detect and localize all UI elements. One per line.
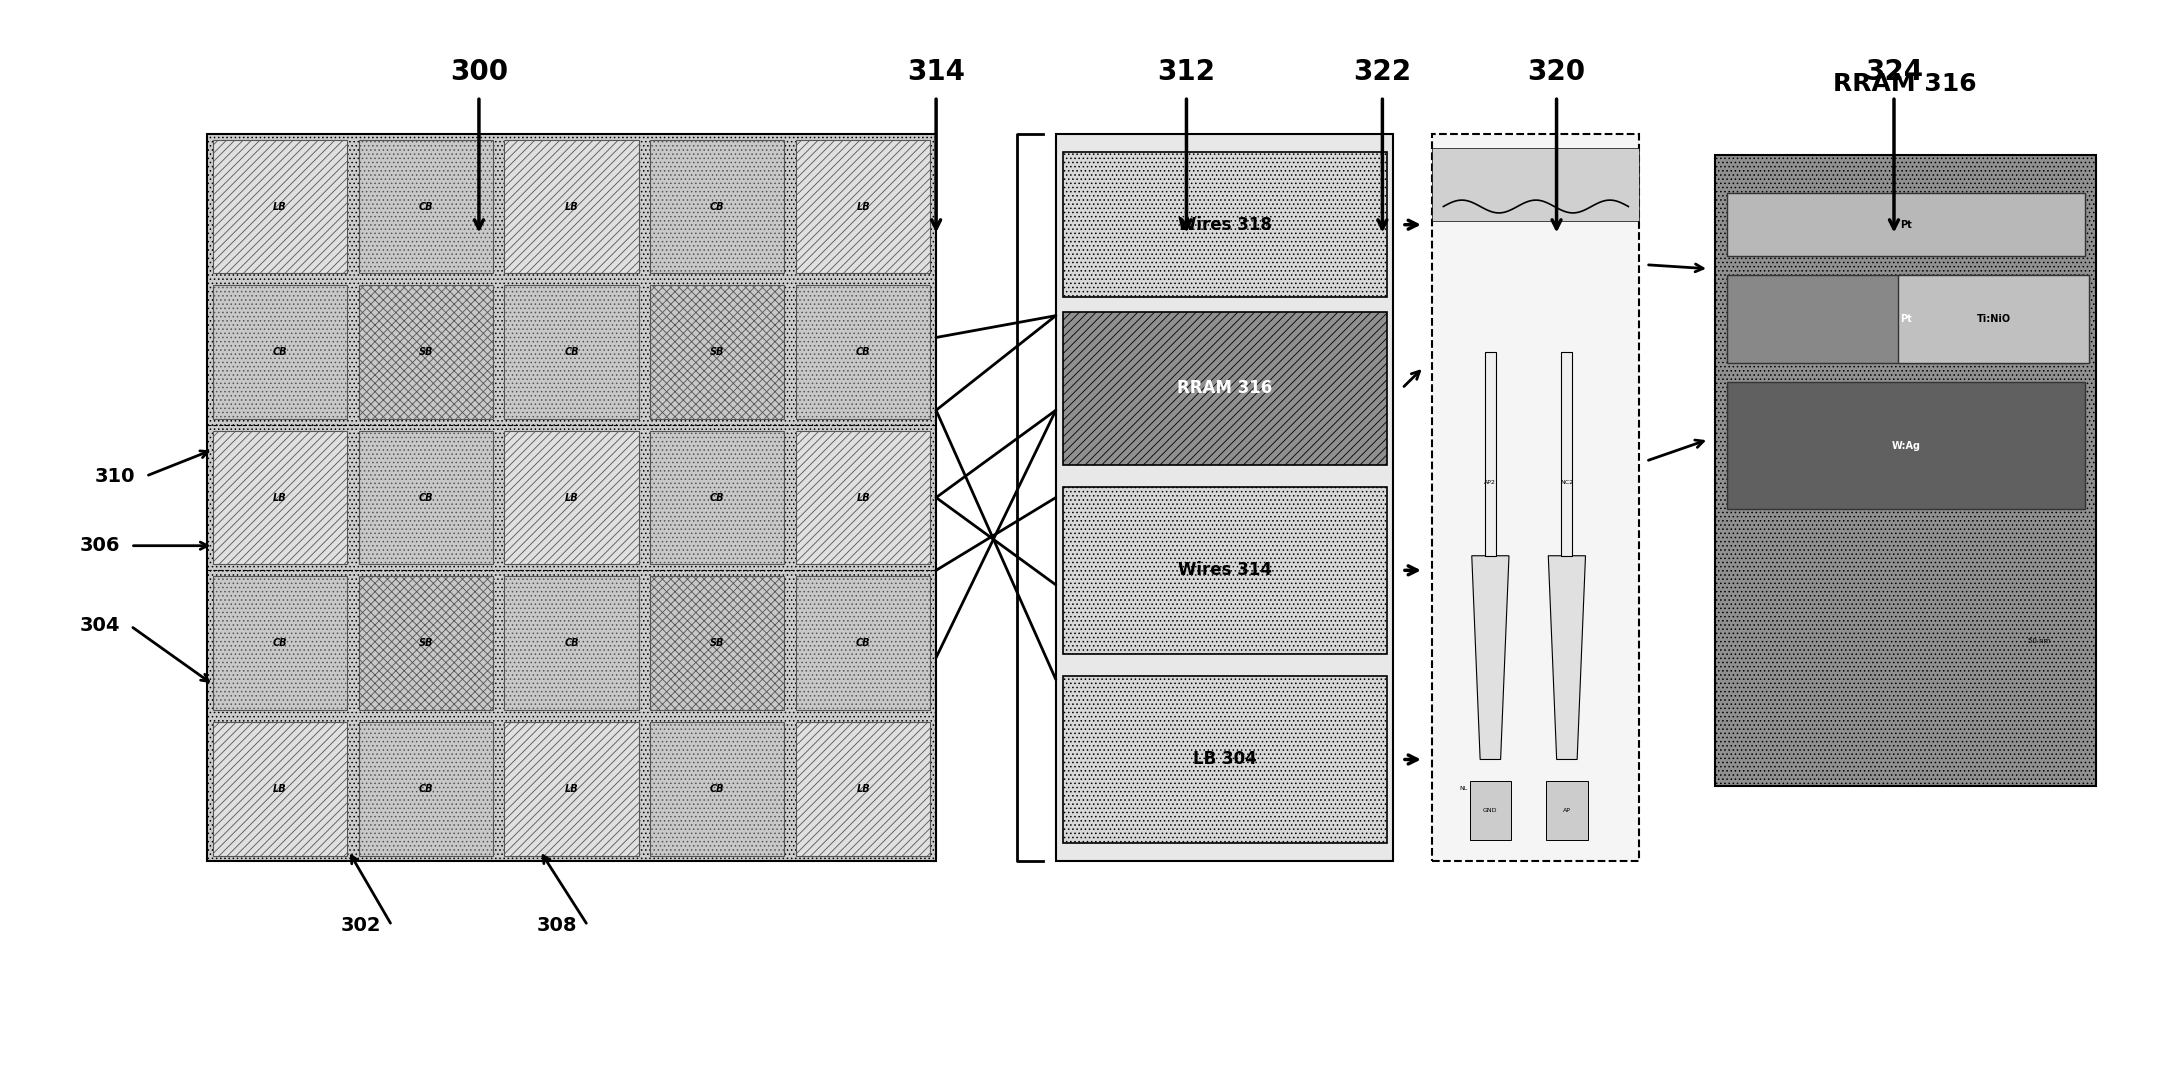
Text: SB: SB [710, 638, 725, 648]
Bar [797, 430, 930, 565]
Bar [1715, 155, 2096, 786]
Bar [213, 721, 346, 856]
Text: Pt: Pt [1901, 219, 1911, 230]
Bar [1546, 781, 1587, 840]
Text: AP2: AP2 [1485, 480, 1496, 486]
Text: CB: CB [418, 492, 433, 503]
Text: SB: SB [418, 638, 433, 648]
Text: SB: SB [710, 347, 725, 357]
Bar [797, 576, 930, 710]
Bar [1056, 134, 1393, 861]
Bar [207, 134, 936, 861]
Text: NL: NL [1459, 786, 1467, 791]
Bar [505, 285, 638, 419]
Text: LB: LB [856, 201, 871, 212]
Text: Ti:NiO: Ti:NiO [1977, 315, 2012, 324]
Text: CB: CB [272, 347, 287, 357]
Text: W:Ag: W:Ag [1892, 441, 1920, 450]
Bar [797, 721, 930, 856]
Bar [651, 285, 784, 419]
Text: RRAM 316: RRAM 316 [1833, 73, 1977, 96]
Polygon shape [1561, 352, 1572, 555]
Bar [651, 430, 784, 565]
Text: GND: GND [1483, 808, 1498, 813]
Bar [1062, 152, 1387, 297]
Text: CB: CB [418, 783, 433, 794]
Bar [651, 721, 784, 856]
Text: CB: CB [710, 201, 725, 212]
Text: 314: 314 [908, 58, 964, 86]
Text: 308: 308 [536, 916, 577, 935]
Text: 320: 320 [1528, 58, 1585, 86]
Bar [1062, 312, 1387, 464]
Bar [651, 576, 784, 710]
Text: LB: LB [272, 492, 287, 503]
Text: Wires 318: Wires 318 [1178, 216, 1271, 233]
Text: CB: CB [564, 638, 579, 648]
Text: 304: 304 [78, 616, 120, 636]
Bar [505, 721, 638, 856]
Bar [359, 576, 492, 710]
Bar [213, 285, 346, 419]
Bar [359, 430, 492, 565]
Text: 306: 306 [78, 536, 120, 555]
Bar [359, 139, 492, 274]
Text: LB: LB [272, 783, 287, 794]
Bar [1726, 193, 2086, 256]
Text: Wires 314: Wires 314 [1178, 562, 1271, 579]
Text: AP: AP [1563, 808, 1572, 813]
Bar [505, 139, 638, 274]
Text: 302: 302 [340, 916, 381, 935]
Text: LB: LB [564, 783, 579, 794]
Bar [213, 430, 346, 565]
Text: RRAM 316: RRAM 316 [1178, 380, 1271, 397]
Text: 300: 300 [451, 58, 507, 86]
Text: CB: CB [856, 638, 871, 648]
Text: CB: CB [272, 638, 287, 648]
Bar [505, 430, 638, 565]
Text: CB: CB [856, 347, 871, 357]
Text: Pt: Pt [1901, 315, 1911, 324]
Polygon shape [1485, 352, 1496, 555]
Bar [213, 139, 346, 274]
Text: CB: CB [710, 783, 725, 794]
Text: SB: SB [418, 347, 433, 357]
Bar [1432, 149, 1639, 221]
Text: 324: 324 [1866, 58, 1922, 86]
Polygon shape [1472, 555, 1509, 760]
Bar [505, 576, 638, 710]
Text: LB: LB [564, 492, 579, 503]
Bar [1726, 382, 2086, 508]
Bar [1726, 275, 2086, 364]
Polygon shape [1548, 555, 1585, 760]
Bar [1062, 487, 1387, 654]
Text: CB: CB [418, 201, 433, 212]
Text: 310: 310 [94, 467, 135, 486]
Bar [797, 139, 930, 274]
Text: 50 nm: 50 nm [2029, 638, 2051, 644]
Bar [651, 139, 784, 274]
Text: NC2: NC2 [1561, 480, 1574, 486]
Text: CB: CB [564, 347, 579, 357]
Text: LB: LB [564, 201, 579, 212]
Bar [797, 285, 930, 419]
Text: 322: 322 [1354, 58, 1411, 86]
Text: LB: LB [856, 492, 871, 503]
Bar [1898, 275, 2090, 364]
Text: 312: 312 [1158, 58, 1215, 86]
Bar [359, 721, 492, 856]
Text: LB: LB [272, 201, 287, 212]
Bar [213, 576, 346, 710]
Bar [1469, 781, 1511, 840]
Bar [1432, 134, 1639, 861]
Text: LB: LB [856, 783, 871, 794]
Text: LB 304: LB 304 [1193, 750, 1256, 768]
Text: CB: CB [710, 492, 725, 503]
Bar [359, 285, 492, 419]
Bar [1062, 676, 1387, 843]
